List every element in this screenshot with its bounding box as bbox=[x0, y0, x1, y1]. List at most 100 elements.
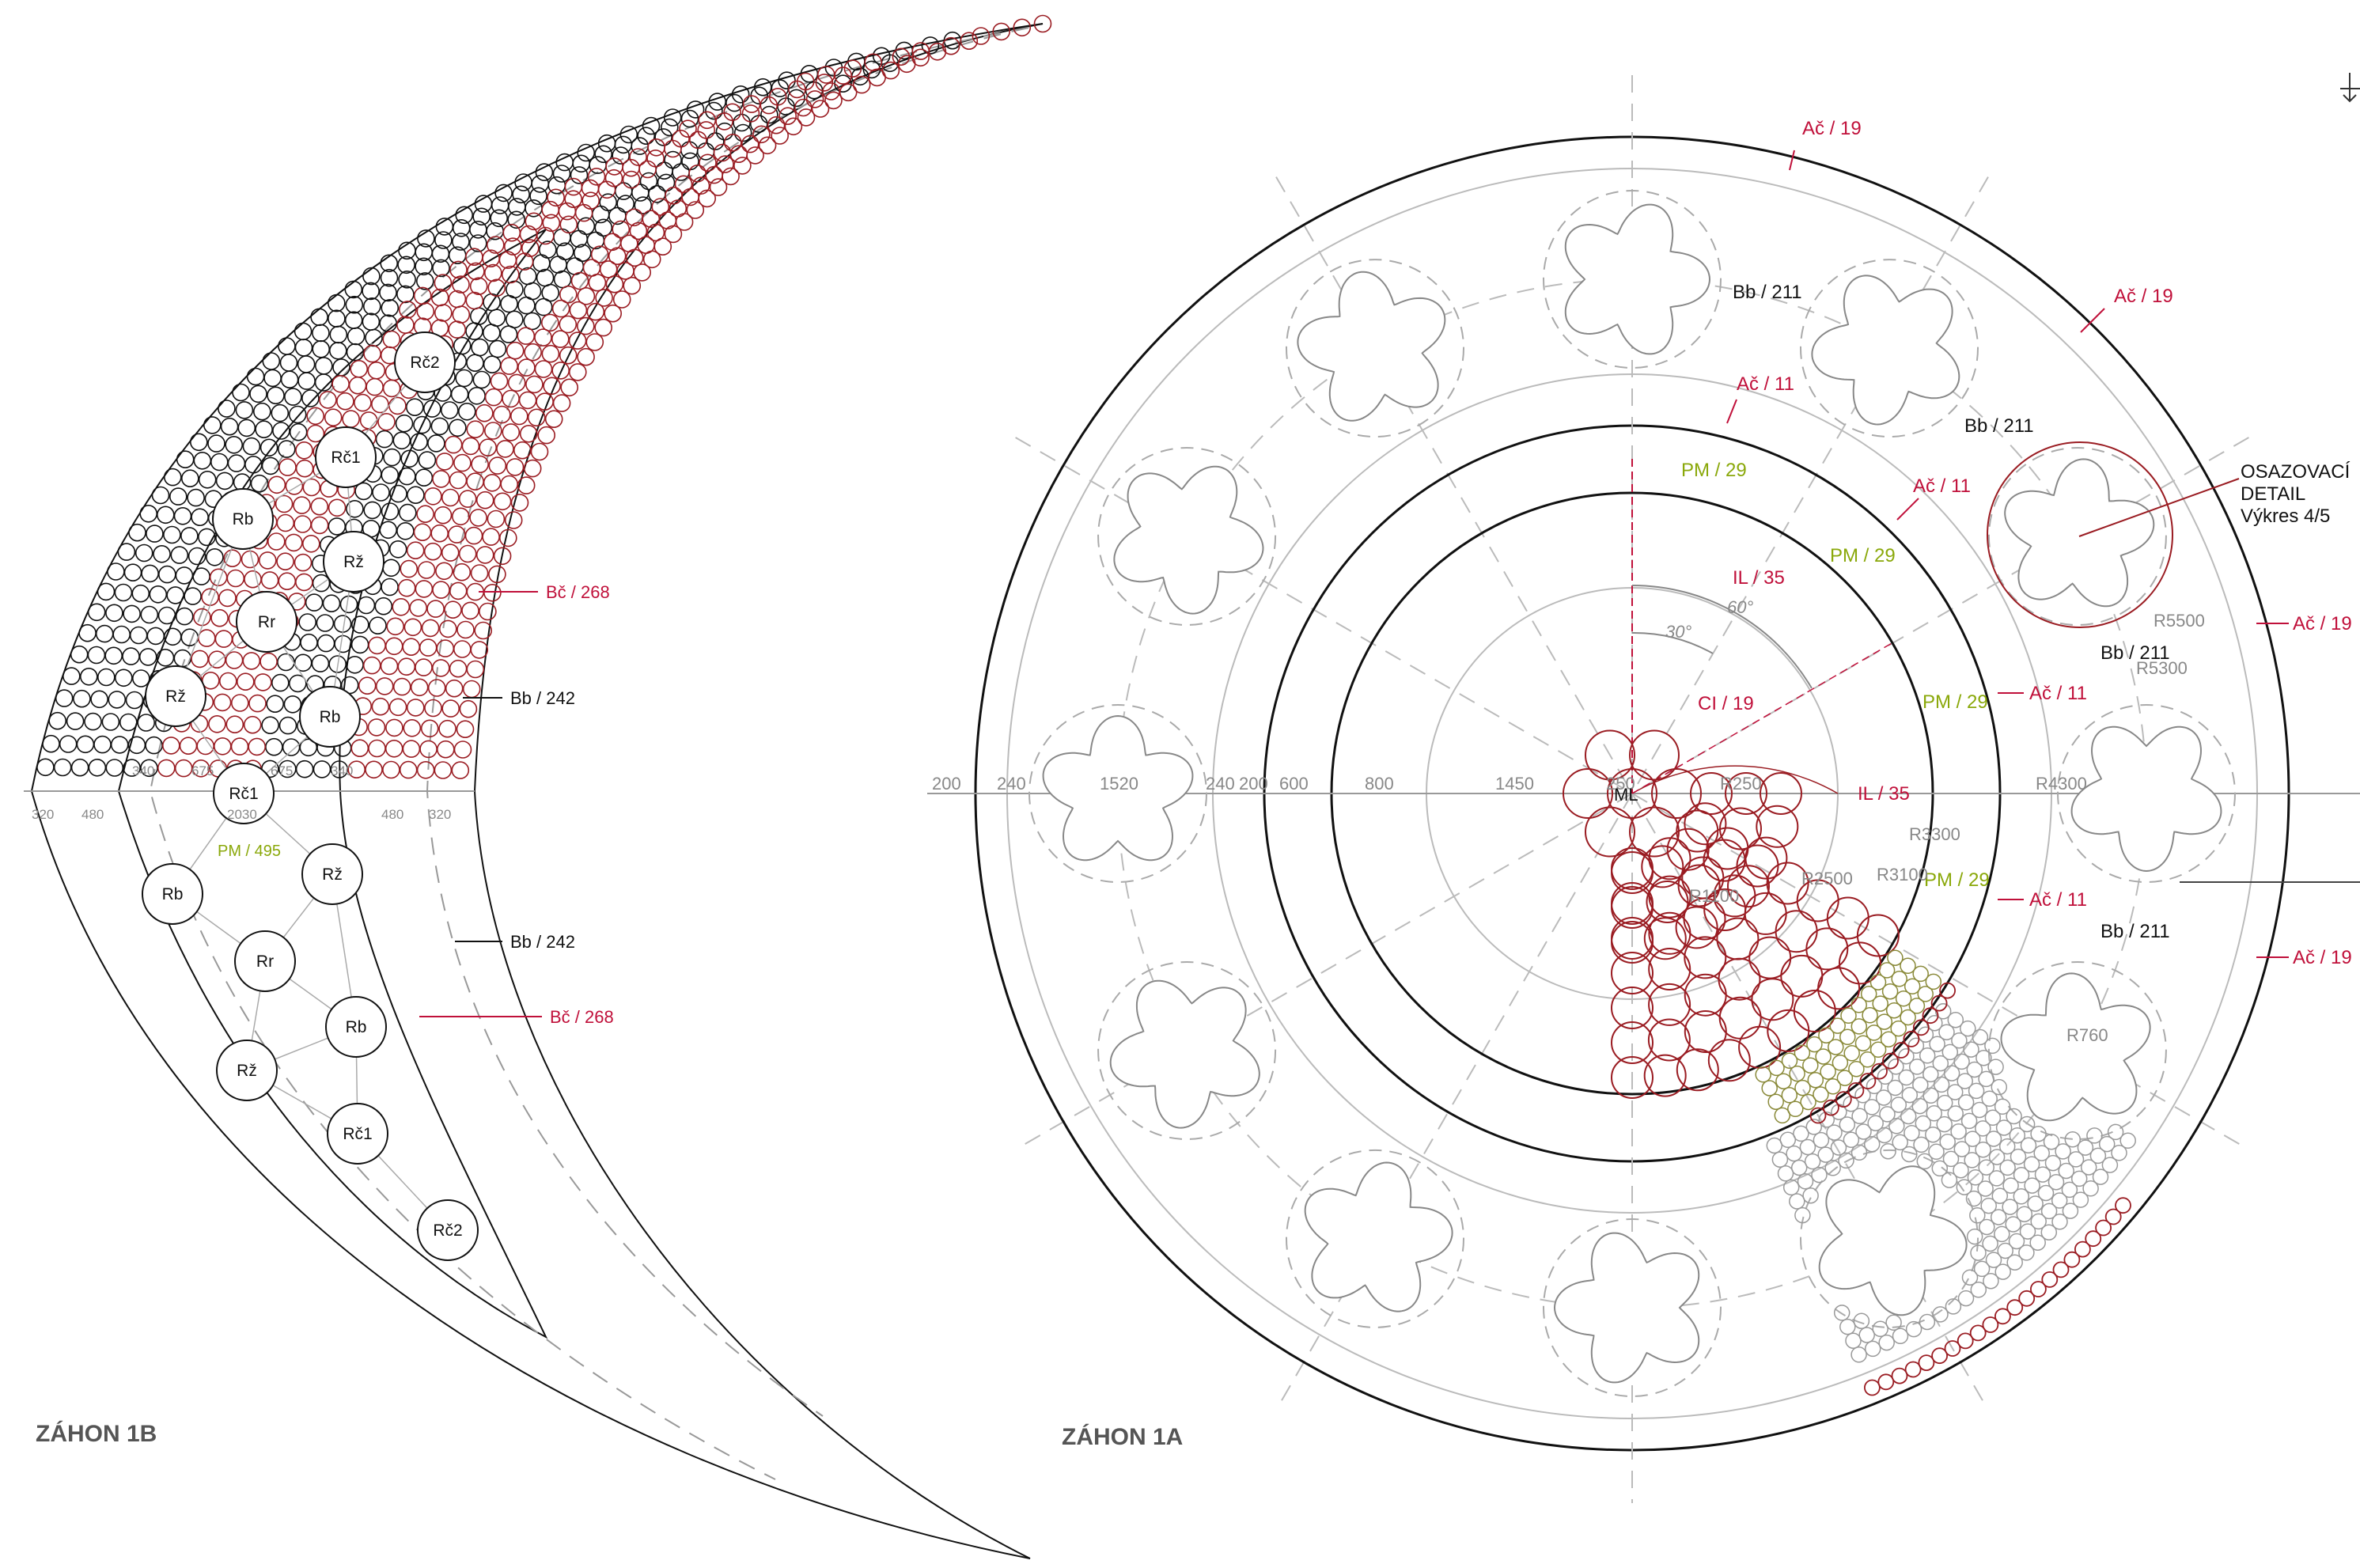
olive-circle bbox=[1807, 1071, 1824, 1089]
red-plant-circle bbox=[225, 651, 244, 669]
red-plant-circle bbox=[559, 315, 578, 334]
sector-circle bbox=[1684, 973, 1727, 1017]
black-plant-circle bbox=[70, 758, 89, 777]
black-plant-circle bbox=[523, 312, 542, 331]
label-bb211-mid: Bb / 211 bbox=[2101, 642, 2170, 664]
red-plant-circle bbox=[347, 760, 366, 779]
black-plant-circle bbox=[158, 565, 176, 584]
red-edge-circle bbox=[1922, 1007, 1939, 1025]
red-plant-circle bbox=[301, 534, 320, 553]
sector-circle bbox=[1744, 836, 1788, 880]
red-plant-circle bbox=[434, 761, 453, 779]
olive-circle bbox=[1854, 1035, 1872, 1051]
black-plant-circle bbox=[705, 101, 723, 120]
black-plant-circle bbox=[266, 695, 285, 714]
black-plant-circle bbox=[279, 354, 298, 372]
flower-outline bbox=[1811, 275, 1960, 426]
red-plant-circle bbox=[449, 260, 468, 279]
black-plant-circle bbox=[139, 504, 157, 523]
black-plant-circle bbox=[330, 760, 349, 778]
label-bc-top: Bč / 268 bbox=[546, 582, 610, 602]
black-plant-circle bbox=[362, 297, 381, 316]
red-plant-circle bbox=[474, 621, 493, 640]
black-plant-circle bbox=[249, 384, 267, 403]
red-plant-circle bbox=[157, 759, 176, 778]
red-plant-circle bbox=[689, 131, 707, 150]
red-plant-circle bbox=[646, 223, 665, 242]
black-plant-circle bbox=[346, 655, 364, 674]
olive-circle bbox=[1761, 1080, 1778, 1096]
grey-circle bbox=[1953, 1053, 1970, 1070]
red-plant-circle bbox=[470, 564, 489, 582]
red-plant-circle bbox=[363, 344, 381, 363]
black-plant-circle bbox=[472, 207, 491, 226]
grey-circle bbox=[2098, 1135, 2116, 1153]
black-plant-circle bbox=[577, 143, 596, 162]
red-plant-circle bbox=[715, 112, 733, 131]
grey-circle bbox=[1766, 1137, 1783, 1154]
label-il35-top: IL / 35 bbox=[1733, 567, 1785, 589]
red-plant-circle bbox=[582, 259, 601, 277]
red-plant-circle bbox=[276, 513, 295, 532]
red-plant-circle bbox=[487, 509, 506, 528]
dim-240-left: 240 bbox=[997, 774, 1026, 793]
red-plant-circle bbox=[466, 420, 485, 439]
red-plant-circle bbox=[453, 640, 472, 658]
red-plant-circle bbox=[612, 290, 631, 309]
black-plant-circle bbox=[570, 166, 589, 184]
black-plant-circle bbox=[198, 528, 216, 547]
grey-circle bbox=[1858, 1327, 1875, 1343]
sector-circle bbox=[1718, 996, 1762, 1040]
plant-marker-circle bbox=[315, 426, 377, 488]
red-plant-circle bbox=[475, 490, 494, 509]
black-plant-circle bbox=[192, 567, 210, 585]
grey-circle bbox=[1973, 1260, 1991, 1278]
red-plant-circle bbox=[502, 389, 520, 408]
black-plant-circle bbox=[294, 322, 313, 341]
red-plant-circle bbox=[359, 411, 378, 430]
red-plant-circle bbox=[586, 302, 605, 321]
black-plant-circle bbox=[169, 487, 188, 506]
grey-circle bbox=[2009, 1127, 2026, 1144]
red-plant-circle bbox=[834, 66, 852, 85]
sector-circle bbox=[1611, 886, 1654, 929]
red-plant-circle bbox=[258, 551, 277, 570]
red-plant-circle bbox=[456, 720, 475, 739]
red-edge-circle bbox=[2104, 1208, 2122, 1225]
black-plant-circle bbox=[468, 386, 486, 405]
red-plant-circle bbox=[741, 134, 760, 153]
red-edge-circle bbox=[1982, 1316, 1999, 1333]
red-plant-circle bbox=[420, 719, 439, 738]
black-plant-circle bbox=[140, 605, 159, 624]
red-plant-circle bbox=[388, 396, 407, 415]
dim-200-right: 200 bbox=[1239, 774, 1268, 793]
red-edge-circle bbox=[1892, 1042, 1910, 1059]
olive-circle bbox=[1774, 1107, 1791, 1124]
grey-circle bbox=[1916, 1153, 1934, 1170]
red-plant-circle bbox=[331, 374, 350, 393]
grey-circle bbox=[2067, 1151, 2085, 1168]
dim-250: 250 bbox=[1606, 774, 1635, 793]
grey-circle bbox=[2029, 1234, 2046, 1251]
grey-circle bbox=[1771, 1151, 1789, 1168]
plant-code-label: Rž bbox=[165, 687, 186, 706]
red-plant-circle bbox=[517, 358, 536, 377]
black-plant-circle bbox=[398, 503, 417, 522]
black-plant-circle bbox=[265, 737, 283, 756]
black-plant-circle bbox=[346, 499, 364, 518]
red-plant-circle bbox=[599, 260, 618, 278]
flower-outline bbox=[2004, 458, 2155, 608]
grey-circle bbox=[1960, 1112, 1978, 1130]
grey-circle bbox=[1988, 1149, 2006, 1165]
sector-circle bbox=[1703, 888, 1747, 931]
red-plant-circle bbox=[293, 496, 311, 514]
level-symbol-icon bbox=[2340, 73, 2360, 103]
plant-marker-circle bbox=[323, 531, 384, 593]
plant-marker-circle bbox=[325, 996, 387, 1058]
label-r1100: R1100 bbox=[1689, 886, 1739, 906]
grey-circle bbox=[2013, 1188, 2030, 1205]
black-plant-circle bbox=[380, 268, 399, 287]
grey-circle bbox=[1922, 1087, 1939, 1104]
black-plant-circle bbox=[283, 695, 302, 714]
grey-circle bbox=[1928, 1143, 1945, 1161]
